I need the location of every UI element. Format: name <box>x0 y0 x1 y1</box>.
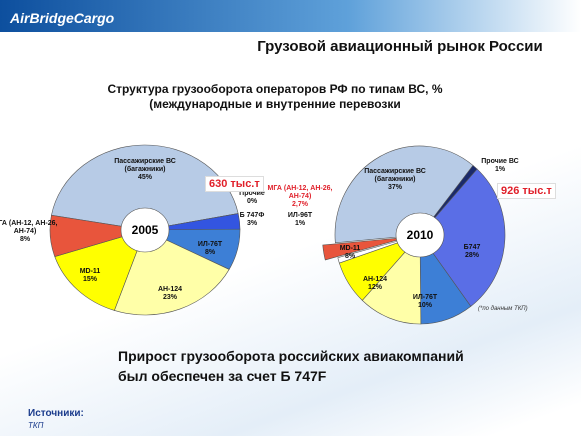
slice-name: АН-124 <box>157 286 183 293</box>
slice-value: 1% <box>494 166 506 173</box>
conclusion: Прирост грузооборота российских авиакомп… <box>118 348 464 364</box>
slice-value: 2,7% <box>292 201 308 208</box>
slice-name: АН-124 <box>362 276 388 283</box>
slice-name: Пассажирские ВС (багажники) <box>364 168 426 183</box>
slice-name: Прочие <box>239 190 265 197</box>
slice-value: 23% <box>162 294 177 301</box>
slice-name: ИЛ-96Т <box>287 212 313 219</box>
slice-label: АН-124 12% <box>337 276 413 292</box>
sources-label: Источники: <box>28 408 84 419</box>
slice-label: MD-11 8% <box>312 245 388 261</box>
slide-title: Грузовой авиационный рынок России <box>257 38 543 55</box>
pie-slice <box>334 145 474 244</box>
slice-label: ИЛ-96Т 1% <box>262 212 338 228</box>
slice-value: 15% <box>82 276 97 283</box>
slice-name: ИЛ-76Т <box>412 294 438 301</box>
pie-slice <box>49 214 146 257</box>
annotation: 630 тыс.т <box>205 176 264 192</box>
subtitle: Структура грузооборота операторов РФ по … <box>107 82 443 96</box>
pie-title: 2010 <box>407 228 434 242</box>
slice-name: MD-11 <box>339 245 361 252</box>
top-bar <box>0 0 581 32</box>
slice-label: Прочие 0% <box>214 190 290 206</box>
slice-label: Б 747Ф 3% <box>214 212 290 228</box>
subtitle: (международные и внутренние перевозки <box>149 97 401 111</box>
slice-value: 10% <box>417 302 432 309</box>
sources-text: ТКП <box>28 421 44 430</box>
pie-slice <box>322 236 408 261</box>
pie-slice <box>419 168 506 307</box>
slice-value: 37% <box>387 184 402 191</box>
slice-name: Пассажирские ВС (багажники) <box>114 158 176 173</box>
annotation: 926 тыс.т <box>497 183 556 199</box>
slice-name: MD-11 <box>79 268 101 275</box>
slice-label: МГА (АН-12, АН-26, АН-74) 2,7% <box>262 185 338 209</box>
slice-value: 45% <box>137 174 152 181</box>
slice-value: 8% <box>204 249 216 256</box>
slice-value: 0% <box>246 198 258 205</box>
slice-name: МГА (АН-12, АН-26, АН-74) <box>267 185 333 200</box>
slice-value: 8% <box>19 236 31 243</box>
slice-label: ИЛ-76Т 10% <box>387 294 463 310</box>
slice-name: Б747 <box>463 244 481 251</box>
note: (*по данным ТКП) <box>478 306 528 312</box>
slice-value: 28% <box>464 252 479 259</box>
conclusion: был обеспечен за счет Б 747F <box>118 368 327 384</box>
logo: AirBridgeCargo <box>10 10 115 26</box>
slice-label: Пассажирские ВС (багажники) 45% <box>107 158 183 182</box>
slice-value: 12% <box>367 284 382 291</box>
slice-label: Прочие ВС 1% <box>462 158 538 174</box>
pie-center <box>120 207 170 253</box>
slice-label: АН-124 23% <box>132 286 208 302</box>
slice-label: Б747 28% <box>434 244 510 260</box>
slice-name: ИЛ-76Т <box>197 241 223 248</box>
slice-label: МГА (АН-12, АН-26, АН-74)8% <box>0 220 63 244</box>
slice-name: Прочие ВС <box>481 158 519 165</box>
slice-value: 8% <box>344 253 356 260</box>
slice-value: 3% <box>246 220 258 227</box>
slice-label: Пассажирские ВС (багажники) 37% <box>357 168 433 192</box>
pie-title: 2005 <box>132 223 159 237</box>
slice-label: MD-11 15% <box>52 268 128 284</box>
pie-center <box>395 212 445 258</box>
slice-name: МГА (АН-12, АН-26, АН-74) <box>0 220 58 235</box>
slice-value: 1% <box>294 220 306 227</box>
pie-slice <box>361 234 422 325</box>
slice-label: ИЛ-76Т 8% <box>172 241 248 257</box>
slice-name: Б 747Ф <box>239 212 265 219</box>
